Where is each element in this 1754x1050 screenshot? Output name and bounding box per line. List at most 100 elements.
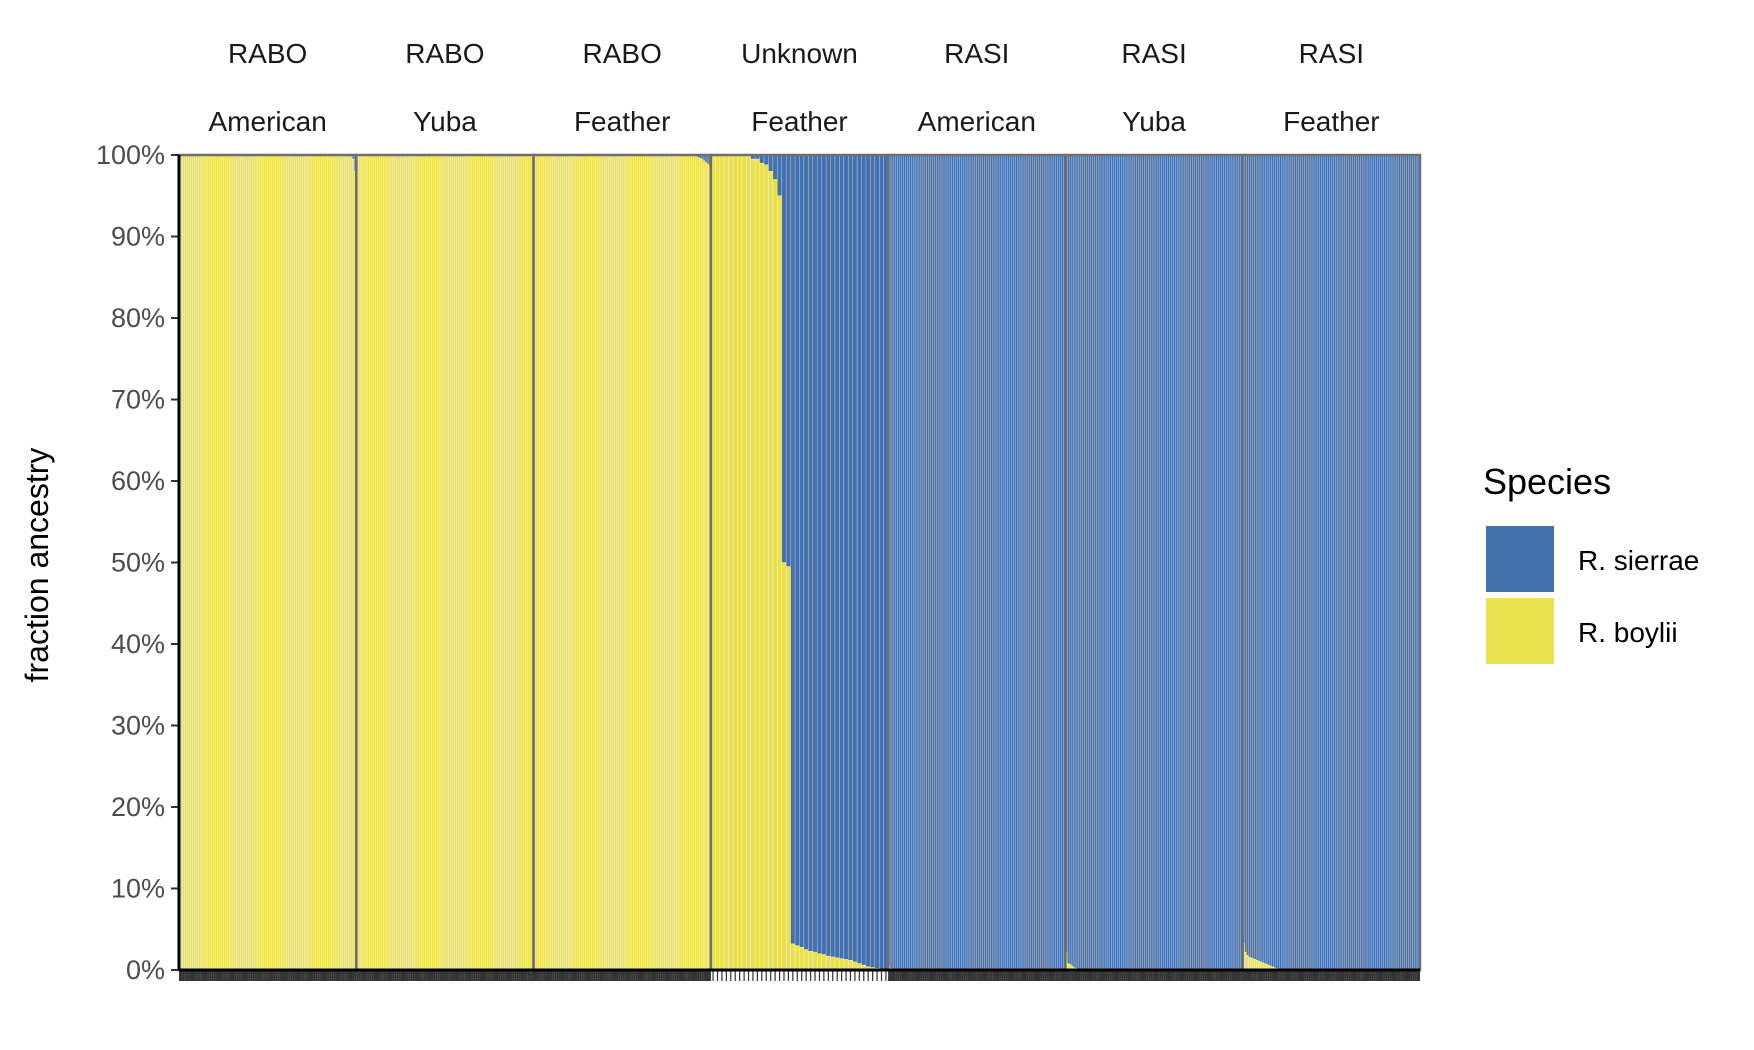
bar-segment-boylii (344, 154, 347, 971)
bar-segment-boylii (309, 154, 313, 971)
bar-segment-sierrae (1015, 154, 1018, 971)
y-axis: 0% 10% 20% 30% 40% 50% 60% 70% 80% 90% 100% (96, 140, 1420, 985)
bar-segment-sierrae (1105, 154, 1109, 971)
bar-segment-boylii (211, 154, 214, 971)
bar-segment-sierrae (1319, 154, 1322, 971)
bar-segment-sierrae (1051, 154, 1055, 971)
bar-segment-sierrae (1236, 154, 1240, 971)
bar-segment-boylii (610, 154, 613, 971)
bar-segment-boylii (608, 154, 611, 971)
bar-segment-boylii (319, 154, 322, 971)
bar-segment-sierrae (1171, 154, 1174, 971)
bar-segment-boylii (444, 154, 448, 971)
bar-segment-sierrae (1069, 154, 1072, 965)
bar-segment-sierrae (1325, 154, 1328, 971)
bar-segment-sierrae (907, 154, 910, 971)
bar-segment-boylii (473, 154, 477, 971)
bar-segment-boylii (517, 154, 521, 971)
bar-segment-boylii (435, 154, 438, 971)
bar-segment-sierrae (1161, 154, 1164, 971)
bar-segment-boylii (234, 154, 238, 971)
bar-segment-boylii (581, 154, 584, 971)
bar-segment-boylii (569, 154, 573, 971)
bar-segment-sierrae (1153, 154, 1157, 971)
bar-segment-sierrae (1057, 154, 1060, 971)
bar-segment-sierrae (1379, 154, 1382, 971)
strip-label-species: RABO (228, 38, 307, 69)
bar-segment-sierrae (1386, 154, 1390, 971)
bar-segment-boylii (519, 154, 523, 971)
bar-segment-sierrae (957, 154, 960, 971)
bar-segment-boylii (190, 154, 193, 971)
bar-segment-boylii (357, 154, 361, 971)
bar-segment-sierrae (1109, 154, 1112, 971)
bar-segment-boylii (489, 154, 492, 971)
bar-segment-boylii (648, 154, 652, 971)
bar-segment-sierrae (953, 154, 956, 971)
bar-segment-sierrae (763, 154, 769, 166)
y-tick-label: 40% (111, 629, 165, 659)
bar-segment-boylii (415, 154, 419, 971)
bar-segment-sierrae (1096, 154, 1099, 971)
bar-segment-boylii (504, 154, 507, 971)
bar-segment-boylii (641, 154, 644, 971)
bar-segment-sierrae (1360, 154, 1363, 971)
bar-segment-sierrae (1327, 154, 1330, 971)
bar-segment-boylii (463, 154, 467, 971)
bar-segment-sierrae (1302, 154, 1305, 971)
bar-segment-sierrae (1070, 154, 1074, 967)
bar-segment-sierrae (1392, 154, 1396, 971)
bar-segment-sierrae (939, 154, 943, 971)
bar-segment-sierrae (1113, 154, 1116, 971)
bar-segment-boylii (475, 154, 478, 971)
bar-segment-boylii (737, 154, 743, 971)
bar-segment-boylii (631, 154, 635, 971)
bar-segment-boylii (228, 154, 232, 971)
bar-segment-sierrae (976, 154, 979, 971)
bar-segment-boylii (379, 154, 382, 971)
panel-rasi-feather (1241, 153, 1422, 981)
bar-segment-sierrae (1290, 154, 1294, 971)
bar-segment-boylii (221, 154, 224, 971)
strip-label-river: Feather (751, 106, 848, 137)
bar-segment-boylii (571, 154, 575, 971)
bar-segment-sierrae (1354, 154, 1357, 971)
bar-segment-boylii (427, 154, 430, 971)
bar-segment-boylii (777, 195, 783, 971)
bar-segment-sierrae (901, 154, 904, 971)
bar-segment-boylii (433, 154, 436, 971)
bar-segment-boylii (313, 154, 317, 971)
bar-segment-sierrae (1342, 154, 1346, 971)
bar-segment-boylii (452, 154, 455, 971)
bar-segment-boylii (494, 154, 498, 971)
bar-segment-sierrae (1215, 154, 1218, 971)
bar-segment-boylii (546, 154, 550, 971)
bar-segment-boylii (481, 154, 484, 971)
panel-unknown-feather (709, 153, 890, 981)
bar-segment-sierrae (1304, 154, 1307, 971)
bar-segment-boylii (750, 158, 756, 971)
bar-segment-sierrae (1049, 154, 1053, 971)
bar-segment-sierrae (1190, 154, 1193, 971)
bar-segment-sierrae (1232, 154, 1236, 971)
bar-segment-boylii (184, 154, 187, 971)
bar-segment-sierrae (1205, 154, 1209, 971)
bar-segment-sierrae (1315, 154, 1319, 971)
bar-segment-boylii (479, 154, 482, 971)
bar-segment-sierrae (799, 154, 805, 948)
bar-segment-boylii (700, 158, 704, 971)
bar-segment-boylii (365, 154, 369, 971)
bar-segment-sierrae (1082, 154, 1085, 971)
bar-segment-sierrae (1173, 154, 1176, 971)
bar-segment-boylii (741, 154, 747, 971)
bar-segment-sierrae (1119, 154, 1122, 971)
bar-segment-boylii (263, 154, 266, 971)
bar-segment-boylii (1250, 957, 1253, 971)
bar-segment-sierrae (843, 154, 849, 960)
y-tick-label: 20% (111, 792, 165, 822)
bar-segment-boylii (660, 154, 663, 971)
legend-swatch-r-boylii (1486, 598, 1554, 664)
bar-segment-sierrae (1007, 154, 1010, 971)
bar-segment-boylii (652, 154, 656, 971)
bar-segment-sierrae (1097, 154, 1101, 971)
